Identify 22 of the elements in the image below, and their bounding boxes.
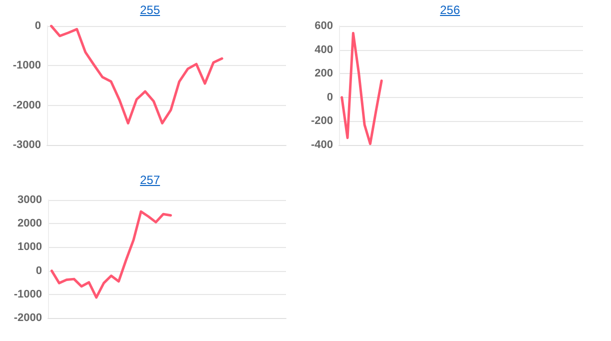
y-tick-label: 0 xyxy=(34,20,41,32)
y-tick-label: 3000 xyxy=(18,194,42,206)
chart-title: 255 xyxy=(138,3,162,17)
line-series xyxy=(50,24,224,124)
y-tick-label: 2000 xyxy=(18,218,42,230)
y-tick-label: -2000 xyxy=(12,99,41,112)
y-tick-label: 0 xyxy=(326,91,333,104)
y-tick-label: 600 xyxy=(314,20,333,32)
y-tick-label: 400 xyxy=(314,44,333,56)
chart-title: 257 xyxy=(138,173,162,187)
y-tick-label: -400 xyxy=(310,139,333,151)
y-tick-label: 200 xyxy=(314,68,333,80)
y-tick-label: 0 xyxy=(36,264,42,277)
y-tick-label: -200 xyxy=(310,115,333,128)
y-tick-label: 1000 xyxy=(18,241,42,254)
line-series xyxy=(340,32,383,146)
line-series xyxy=(50,210,172,299)
y-tick-label: -1000 xyxy=(14,288,42,300)
y-tick-label: -1000 xyxy=(12,60,41,72)
chart-title: 256 xyxy=(438,3,462,17)
y-tick-label: -2000 xyxy=(14,312,42,324)
y-tick-label: -3000 xyxy=(12,139,41,151)
